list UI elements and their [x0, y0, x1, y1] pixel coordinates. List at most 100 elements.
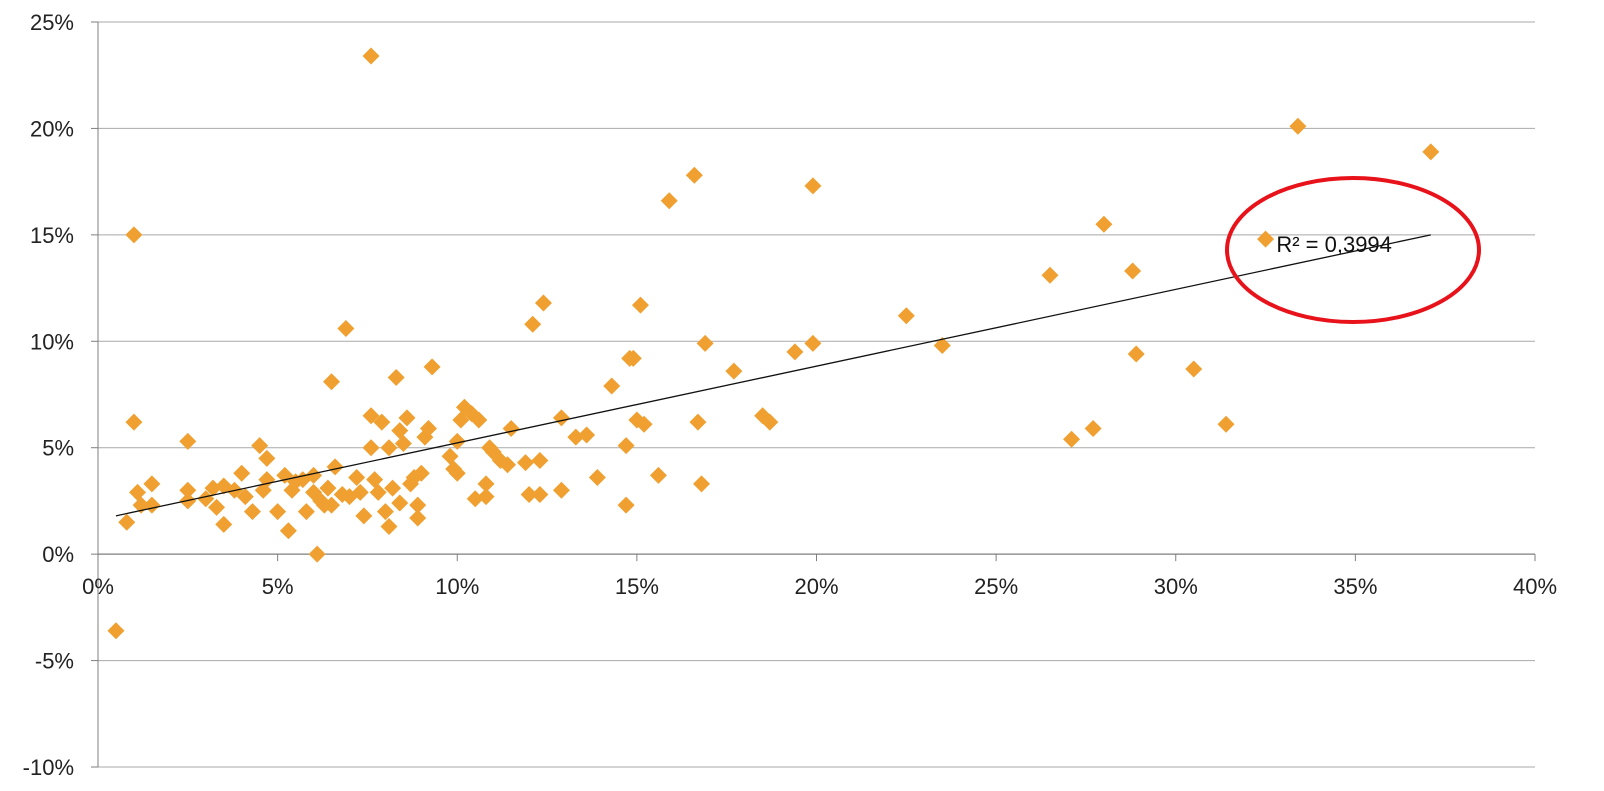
data-point [649, 466, 667, 484]
data-point [208, 498, 226, 516]
data-point [362, 47, 380, 65]
trendline [115, 234, 1431, 517]
y-tick-label: 25% [30, 10, 74, 35]
data-point [143, 475, 161, 493]
x-tick-label: 25% [974, 574, 1018, 599]
data-point [269, 503, 287, 521]
data-point [470, 411, 488, 429]
data-point [477, 488, 495, 506]
data-point [197, 490, 215, 508]
y-tick-label: 20% [30, 116, 74, 141]
data-point [215, 515, 233, 533]
data-point [1041, 266, 1059, 284]
data-point [362, 439, 380, 457]
trendline-group [115, 234, 1431, 517]
data-points [107, 47, 1440, 640]
data-point [243, 503, 261, 521]
data-point [1422, 143, 1440, 161]
data-point [531, 486, 549, 504]
data-point [617, 437, 635, 455]
data-point [323, 496, 341, 514]
data-point [588, 469, 606, 487]
data-point [624, 349, 642, 367]
data-point [517, 454, 535, 472]
data-point [477, 475, 495, 493]
data-point [635, 415, 653, 433]
data-point [351, 483, 369, 501]
data-point [297, 503, 315, 521]
x-tick-label: 40% [1513, 574, 1557, 599]
data-point [520, 486, 538, 504]
data-point [305, 466, 323, 484]
data-point [502, 420, 520, 438]
data-point [326, 458, 344, 476]
data-point [179, 481, 197, 499]
data-point [394, 434, 412, 452]
data-point [933, 337, 951, 355]
x-tick-label: 35% [1333, 574, 1377, 599]
y-tick-label: 0% [42, 542, 74, 567]
data-point [786, 343, 804, 361]
data-point [323, 373, 341, 391]
data-point [693, 475, 711, 493]
data-point [761, 413, 779, 431]
data-point [1289, 117, 1307, 135]
data-point [366, 471, 384, 489]
data-point [524, 315, 542, 333]
data-point [1185, 360, 1203, 378]
data-point [373, 413, 391, 431]
data-point [380, 517, 398, 535]
data-point [391, 494, 409, 512]
gridlines [98, 21, 1535, 768]
data-point [725, 362, 743, 380]
data-point [578, 426, 596, 444]
axes [91, 21, 1536, 768]
data-point [452, 411, 470, 429]
data-point [1127, 345, 1145, 363]
data-point [466, 490, 484, 508]
data-point [1063, 430, 1081, 448]
data-point [125, 226, 143, 244]
tick-labels: 25% 20% 15% 10% 5% 0% -5% -10% 0% 5% 10% 15% 20% 25% 3… [23, 10, 1557, 780]
data-point [1217, 415, 1235, 433]
r-squared-label: R² = 0,3994 [1276, 232, 1392, 257]
data-point [337, 320, 355, 338]
x-tick-label: 20% [794, 574, 838, 599]
data-point [685, 166, 703, 184]
data-point [804, 177, 822, 195]
data-point [251, 437, 269, 455]
x-tick-label: 10% [435, 574, 479, 599]
data-point [804, 334, 822, 352]
data-point [552, 481, 570, 499]
y-tick-label: -5% [35, 649, 74, 674]
data-point [409, 509, 427, 527]
x-tick-label: 15% [615, 574, 659, 599]
y-tick-label: 5% [42, 436, 74, 461]
data-point [276, 466, 294, 484]
y-tick-label: -10% [23, 755, 74, 780]
y-tick-label: 10% [30, 329, 74, 354]
data-point [279, 522, 297, 540]
data-point [689, 413, 707, 431]
data-point [567, 428, 585, 446]
data-point [696, 334, 714, 352]
data-point [552, 409, 570, 427]
data-point [1084, 420, 1102, 438]
data-point [412, 464, 430, 482]
x-tick-label: 0% [82, 574, 114, 599]
data-point [107, 622, 125, 640]
data-point [179, 432, 197, 450]
data-point [1257, 230, 1275, 248]
data-point [631, 296, 649, 314]
data-point [441, 447, 459, 465]
x-tick-label: 30% [1154, 574, 1198, 599]
data-point [1124, 262, 1142, 280]
data-point [233, 464, 251, 482]
data-point [1095, 215, 1113, 233]
data-point [258, 449, 276, 467]
data-point [236, 488, 254, 506]
data-point [204, 479, 222, 497]
data-point [448, 464, 466, 482]
data-point [355, 507, 373, 525]
